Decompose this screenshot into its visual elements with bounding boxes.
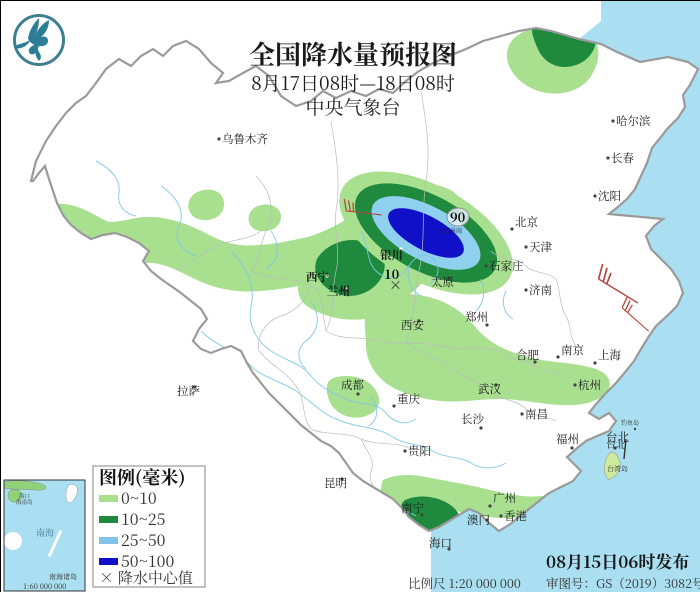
svg-text:台北: 台北 (606, 429, 629, 445)
svg-text:香港: 香港 (504, 508, 527, 524)
svg-text:大到暴雨: 大到暴雨 (438, 226, 462, 235)
svg-text:长沙: 长沙 (461, 411, 484, 427)
svg-text:郑州: 郑州 (465, 309, 488, 325)
svg-text:海口: 海口 (429, 535, 452, 551)
svg-text:北京: 北京 (515, 214, 538, 230)
svg-text:台湾岛: 台湾岛 (607, 464, 628, 474)
svg-text:南宁: 南宁 (401, 500, 424, 516)
svg-text:0~10: 0~10 (121, 486, 157, 509)
svg-text:中央气象台: 中央气象台 (305, 93, 400, 120)
svg-text:乌鲁木齐: 乌鲁木齐 (222, 131, 268, 147)
svg-text:长春: 长春 (611, 150, 634, 166)
svg-text:8月17日08时—18日08时: 8月17日08时—18日08时 (251, 69, 455, 96)
svg-text:澳门: 澳门 (467, 512, 490, 528)
svg-text:南昌: 南昌 (525, 406, 548, 422)
svg-text:重庆: 重庆 (397, 391, 420, 407)
svg-text:南海: 南海 (36, 526, 54, 539)
svg-text:天津: 天津 (529, 239, 552, 255)
svg-text:上海: 上海 (598, 347, 621, 363)
svg-text:银川: 银川 (380, 247, 403, 263)
svg-text:× 降水中心值: × 降水中心值 (99, 567, 193, 588)
svg-text:广州: 广州 (493, 490, 516, 506)
svg-text:08月15日06时发布: 08月15日06时发布 (546, 548, 689, 573)
svg-text:杭州: 杭州 (578, 377, 601, 393)
svg-text:合肥: 合肥 (516, 347, 539, 363)
svg-text:拉萨: 拉萨 (177, 383, 200, 399)
svg-text:太原: 太原 (431, 274, 454, 290)
svg-text:成都: 成都 (341, 377, 364, 393)
svg-text:哈尔滨: 哈尔滨 (616, 113, 651, 129)
svg-text:福州: 福州 (556, 431, 579, 447)
svg-text:1:60 000 000: 1:60 000 000 (23, 581, 66, 592)
svg-text:石家庄: 石家庄 (489, 258, 524, 274)
svg-text:全国降水量预报图: 全国降水量预报图 (249, 35, 457, 72)
svg-text:西宁: 西宁 (306, 269, 329, 285)
svg-text:钓鱼岛: 钓鱼岛 (621, 418, 639, 427)
svg-text:90: 90 (450, 207, 466, 226)
svg-text:兰州: 兰州 (327, 283, 350, 299)
svg-text:比例尺 1:20 000 000: 比例尺 1:20 000 000 (408, 574, 521, 592)
svg-text:×: × (389, 275, 402, 294)
svg-text:武汉: 武汉 (478, 381, 501, 397)
svg-text:25~50: 25~50 (121, 528, 166, 551)
svg-text:贵阳: 贵阳 (408, 443, 431, 459)
svg-text:沈阳: 沈阳 (598, 188, 621, 204)
svg-text:昆明: 昆明 (324, 475, 347, 491)
svg-text:审图号：GS（2019）3082号: 审图号：GS（2019）3082号 (546, 574, 700, 592)
svg-text:西安: 西安 (401, 317, 424, 333)
svg-text:10~25: 10~25 (121, 507, 165, 530)
svg-text:南京: 南京 (561, 342, 584, 358)
svg-text:济南: 济南 (529, 282, 552, 298)
svg-text:海南岛: 海南岛 (16, 498, 33, 506)
